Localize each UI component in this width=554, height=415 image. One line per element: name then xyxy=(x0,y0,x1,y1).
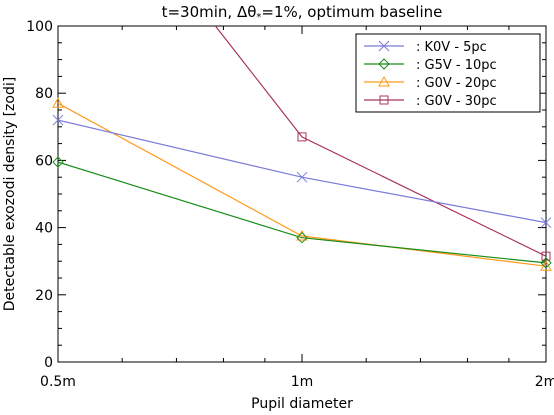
data-point-1-0 xyxy=(52,156,64,168)
series-line-0 xyxy=(58,119,546,224)
y-tick-label: 40 xyxy=(35,221,53,237)
y-tick-label: 80 xyxy=(35,86,53,102)
legend: : K0V - 5pc : G5V - 10pc : G0V - 20pc : G0V… xyxy=(355,33,541,113)
y-tick-label: 60 xyxy=(35,153,53,169)
x-tick-label: 2m xyxy=(535,374,554,390)
series-line-1 xyxy=(58,161,546,264)
x-tick-label: 1m xyxy=(291,374,314,390)
y-axis-label: Detectable exozodi density [zodi] xyxy=(2,77,18,311)
chart-title-main: t=30min, Δθ xyxy=(162,3,257,21)
chart-title-rest: =1%, optimum baseline xyxy=(261,3,442,21)
x-tick-label: 0.5m xyxy=(40,374,76,390)
data-point-3-2 xyxy=(541,251,551,261)
y-tick-label: 0 xyxy=(44,355,53,371)
series-line-3 xyxy=(214,26,546,257)
data-point-2-0 xyxy=(52,97,64,108)
chart-title-subscript: * xyxy=(256,12,261,23)
data-point-0-1 xyxy=(296,171,308,183)
legend-entry-label-3: : G0V - 30pc xyxy=(416,94,497,109)
data-point-3-1 xyxy=(297,132,307,142)
legend-swatch-marker-1 xyxy=(378,58,390,70)
legend-entry-label-2: : G0V - 20pc xyxy=(416,76,497,91)
legend-entry-label-1: : G5V - 10pc xyxy=(416,58,497,73)
legend-box xyxy=(355,33,541,113)
chart-title: t=30min, Δθ*=1%, optimum baseline xyxy=(162,3,443,23)
legend-swatch-marker-2 xyxy=(378,75,390,87)
legend-swatch-marker-3 xyxy=(379,95,389,105)
data-point-0-2 xyxy=(540,217,552,228)
y-tick-label: 100 xyxy=(26,19,53,35)
series-line-2 xyxy=(58,102,546,267)
markers-layer xyxy=(52,97,552,271)
legend-entry-label-0: : K0V - 5pc xyxy=(416,40,487,55)
data-point-1-1 xyxy=(296,231,308,244)
legend-swatch-marker-0 xyxy=(378,40,390,52)
y-tick-label: 20 xyxy=(35,288,53,304)
data-point-1-2 xyxy=(540,257,552,269)
data-point-0-0 xyxy=(52,114,64,126)
x-axis-label: Pupil diameter xyxy=(251,396,353,411)
axes: 0 20 40 60 80 100 0.5m 1m 2m xyxy=(26,19,554,390)
